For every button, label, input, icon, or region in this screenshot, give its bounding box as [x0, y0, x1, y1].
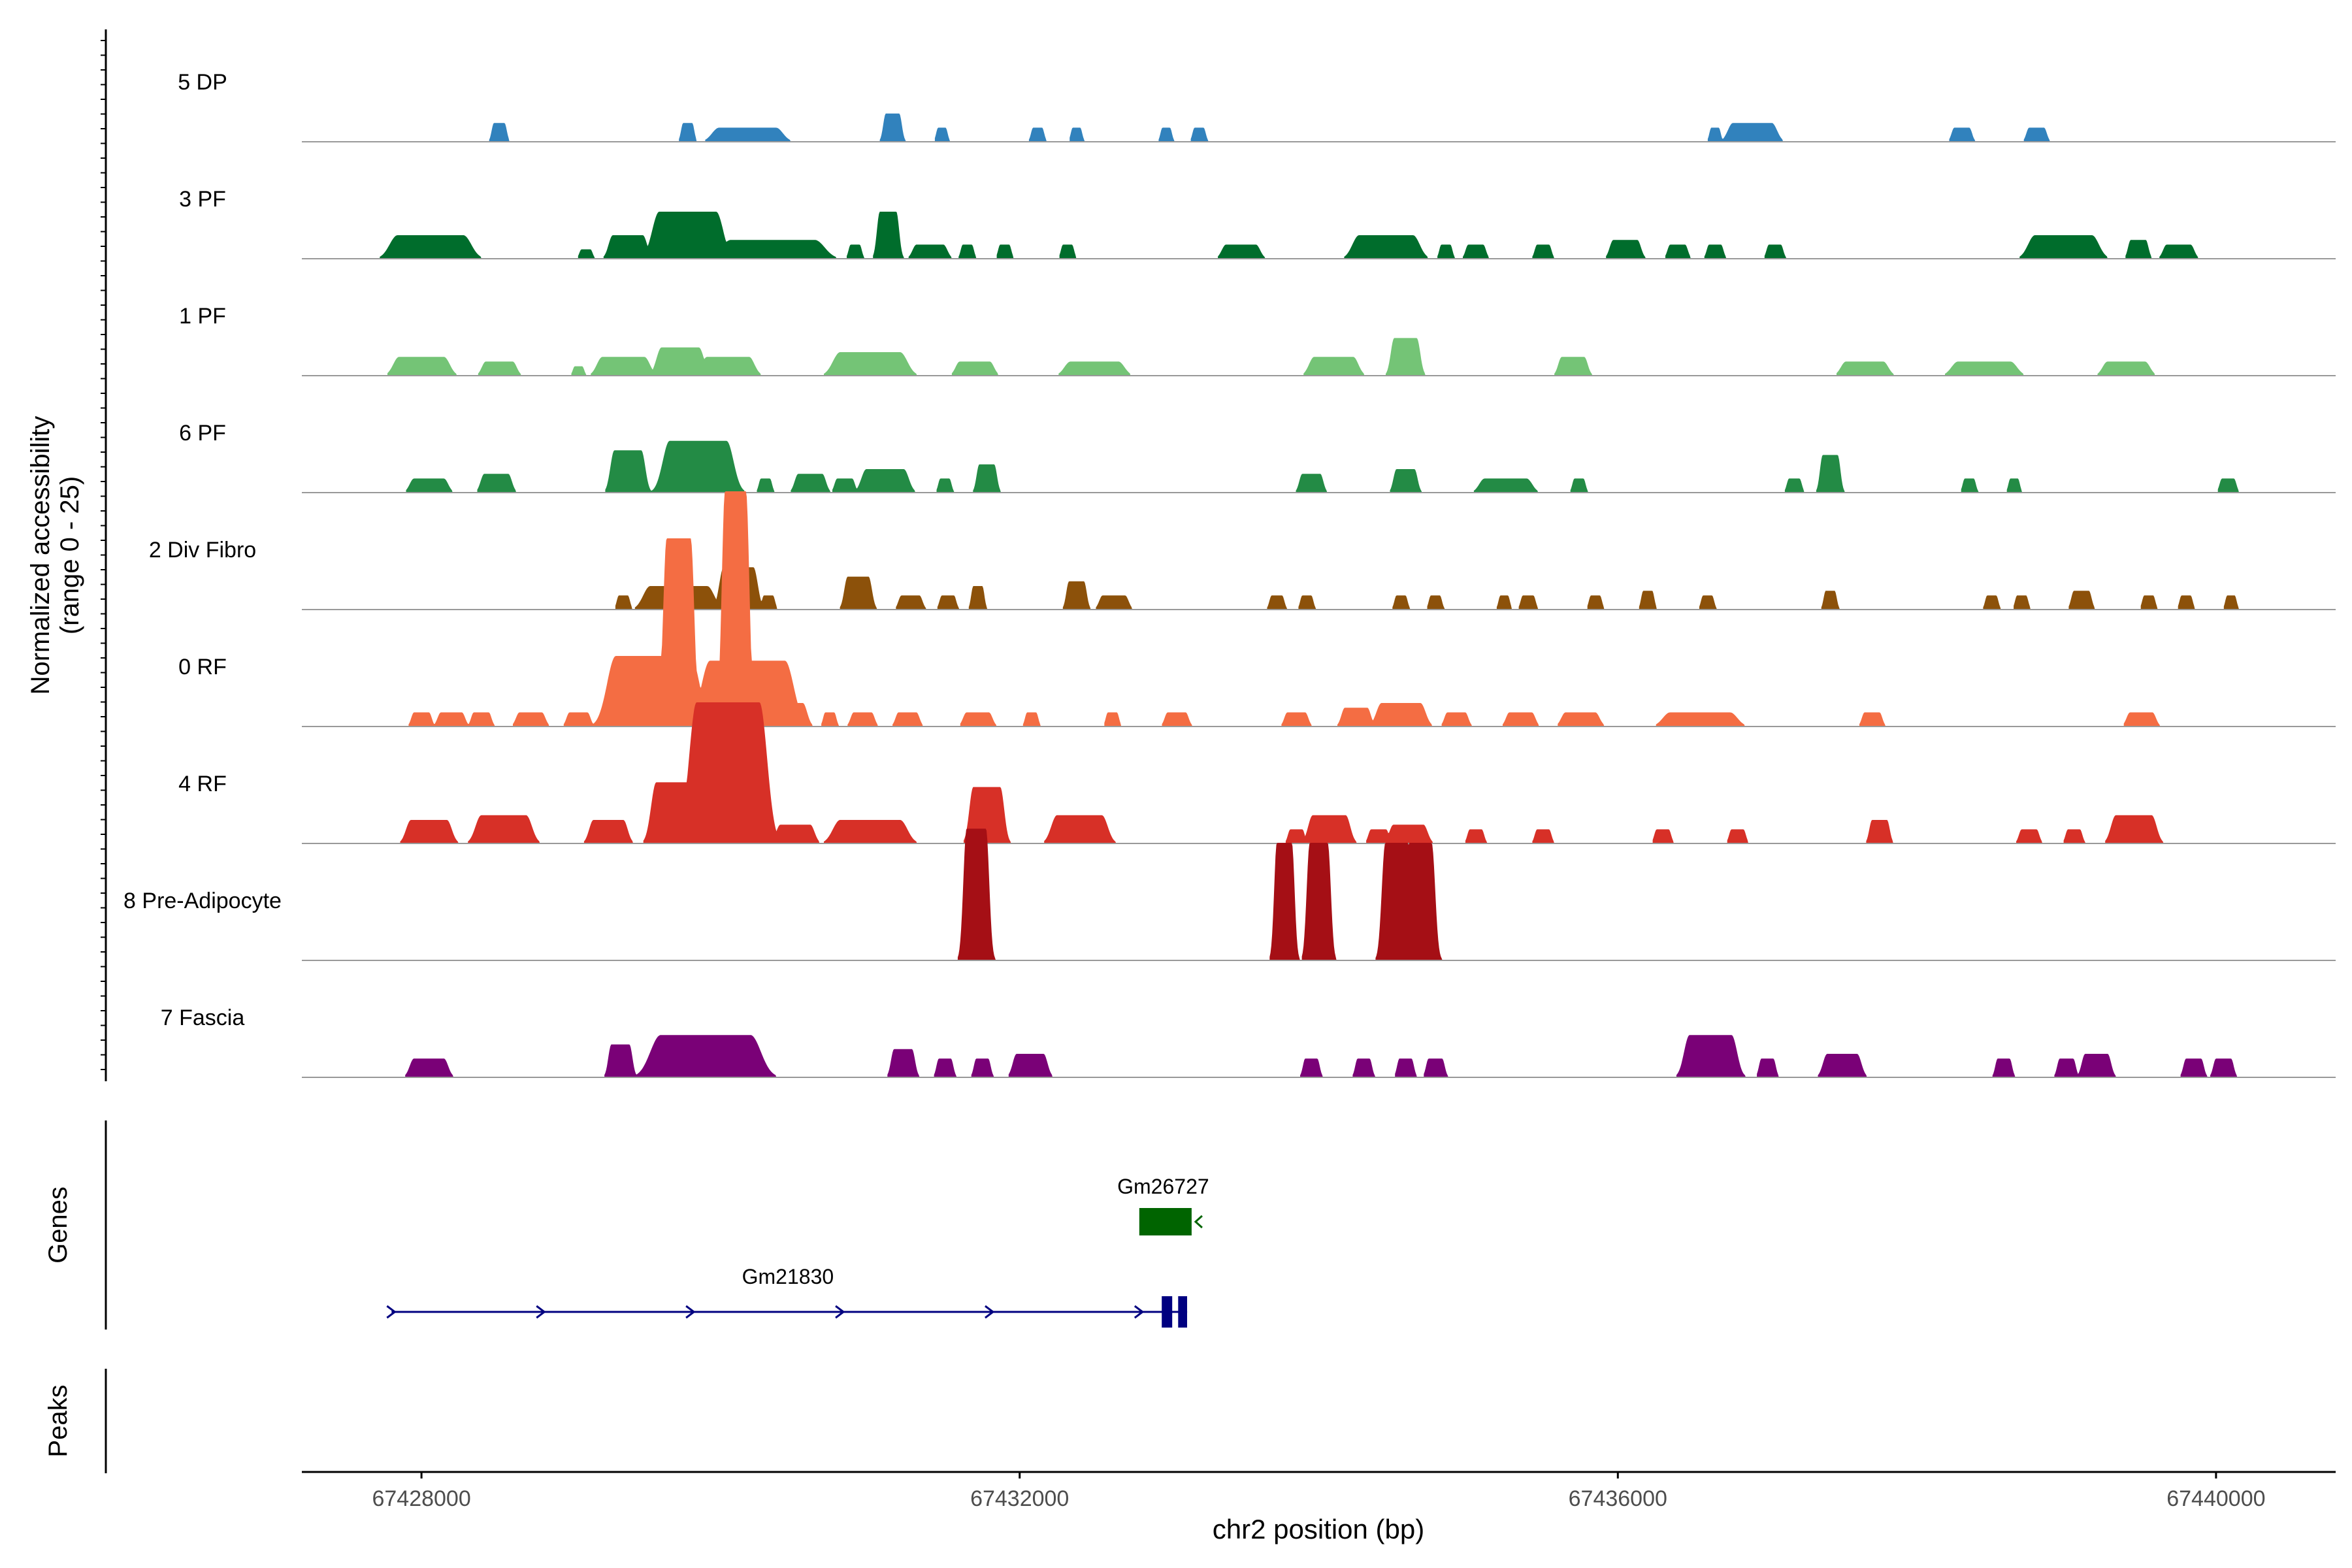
coverage-tracks: 5 DP 3 PF 1 PF 6 PF 2 Div Fibro 0 RF 4 RF 8 Pre… [123, 70, 2336, 1078]
coverage-area [957, 828, 1443, 960]
track-2-div-fibro: 2 Div Fibro [149, 538, 2336, 610]
track-5-dp: 5 DP [178, 70, 2336, 142]
track-label: 3 PF [179, 187, 226, 212]
gene-gm21830: Gm21830 [386, 1265, 1188, 1328]
gene-label: Gm26727 [1117, 1175, 1209, 1198]
track-label: 8 Pre-Adipocyte [123, 889, 282, 913]
x-tick-label: 67428000 [372, 1486, 470, 1511]
track-7-fascia: 7 Fascia [161, 1005, 2336, 1078]
coverage-area [387, 338, 2155, 376]
strand-arrow [685, 1305, 696, 1319]
y-axis-title-line1: Normalized accessibility [26, 416, 55, 695]
strand-arrow [1134, 1305, 1145, 1319]
strand-arrow [386, 1305, 397, 1319]
track-6-pf: 6 PF [179, 421, 2336, 493]
gene-gm26727: Gm26727 [1117, 1175, 1209, 1235]
track-label: 1 PF [179, 304, 226, 329]
x-tick-label: 67440000 [2166, 1486, 2265, 1511]
strand-arrow [985, 1305, 995, 1319]
peaks-panel-label: Peaks [44, 1384, 73, 1457]
coverage-area [406, 440, 2240, 493]
y-axis-title-line2: (range 0 - 25) [56, 476, 84, 634]
coverage-area [380, 212, 2198, 259]
coverage-area [400, 702, 2164, 843]
x-tick-label: 67436000 [1569, 1486, 1667, 1511]
track-8-pre-adipocyte: 8 Pre-Adipocyte [123, 828, 2336, 961]
x-axis-title: chr2 position (bp) [1213, 1514, 1425, 1544]
coverage-area [405, 1035, 2238, 1077]
genes-track: Gm26727 Gm21830 [386, 1175, 1209, 1328]
gene-exon [1162, 1296, 1173, 1328]
track-label: 0 RF [178, 655, 227, 679]
track-1-pf: 1 PF [179, 304, 2336, 376]
track-label: 2 Div Fibro [149, 538, 256, 563]
coverage-area [615, 567, 2240, 610]
track-0-rf: 0 RF [178, 491, 2336, 727]
strand-arrow [1194, 1215, 1203, 1229]
coverage-y-ticks [101, 40, 106, 1070]
x-axis-ticks: 67428000 67432000 67436000 67440000 [372, 1472, 2266, 1511]
gene-label: Gm21830 [742, 1265, 834, 1288]
x-tick-label: 67432000 [970, 1486, 1069, 1511]
track-label: 4 RF [178, 772, 227, 796]
track-3-pf: 3 PF [179, 187, 2336, 259]
genes-panel-label: Genes [44, 1186, 73, 1264]
strand-arrow [835, 1305, 845, 1319]
gene-exon [1178, 1296, 1187, 1328]
track-label: 7 Fascia [161, 1005, 245, 1030]
track-4-rf: 4 RF [178, 702, 2336, 844]
coverage-area [489, 113, 2050, 142]
gene-exon [1139, 1208, 1192, 1235]
strand-arrow [536, 1305, 546, 1319]
track-label: 5 DP [178, 70, 227, 95]
track-label: 6 PF [179, 421, 226, 446]
